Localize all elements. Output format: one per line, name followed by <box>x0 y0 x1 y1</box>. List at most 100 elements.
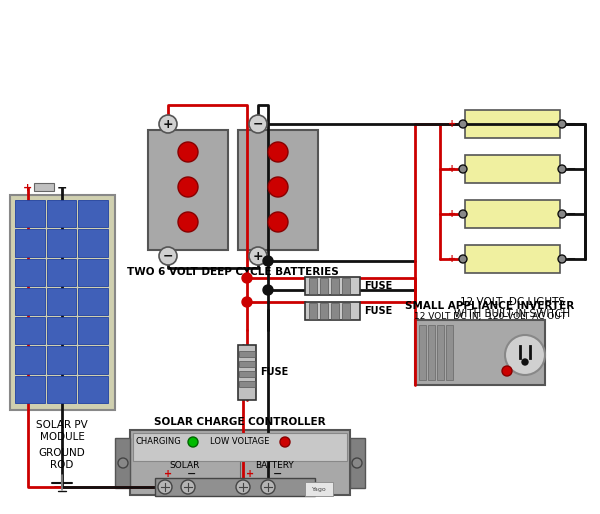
Text: SMALL APPLIANCE INVERTER: SMALL APPLIANCE INVERTER <box>406 301 575 311</box>
FancyBboxPatch shape <box>342 278 350 294</box>
Circle shape <box>242 297 252 307</box>
Circle shape <box>178 212 198 232</box>
Circle shape <box>158 480 172 494</box>
Circle shape <box>268 212 288 232</box>
Circle shape <box>118 458 128 468</box>
FancyBboxPatch shape <box>238 345 256 400</box>
Circle shape <box>558 210 566 218</box>
Text: −: − <box>163 249 173 263</box>
FancyBboxPatch shape <box>15 200 44 227</box>
FancyBboxPatch shape <box>15 259 44 286</box>
FancyBboxPatch shape <box>15 376 44 403</box>
FancyBboxPatch shape <box>47 288 76 315</box>
FancyBboxPatch shape <box>130 430 350 495</box>
Text: −: − <box>568 209 577 219</box>
FancyBboxPatch shape <box>342 303 350 319</box>
Circle shape <box>280 437 290 447</box>
FancyBboxPatch shape <box>155 478 315 496</box>
Circle shape <box>242 273 252 283</box>
Text: SOLAR PV: SOLAR PV <box>36 420 88 430</box>
Text: −: − <box>568 164 577 174</box>
FancyBboxPatch shape <box>239 351 255 357</box>
Circle shape <box>558 120 566 128</box>
Circle shape <box>263 285 273 295</box>
Text: −: − <box>253 118 263 131</box>
Circle shape <box>459 255 467 263</box>
Circle shape <box>249 247 267 265</box>
FancyBboxPatch shape <box>465 245 560 273</box>
Text: +: + <box>253 249 263 263</box>
FancyBboxPatch shape <box>320 278 328 294</box>
FancyBboxPatch shape <box>115 438 130 488</box>
FancyBboxPatch shape <box>305 482 333 496</box>
Text: −: − <box>568 254 577 264</box>
Circle shape <box>459 120 467 128</box>
FancyBboxPatch shape <box>79 229 108 256</box>
Text: −: − <box>568 119 577 129</box>
Text: SOLAR CHARGE CONTROLLER: SOLAR CHARGE CONTROLLER <box>154 417 326 427</box>
FancyBboxPatch shape <box>47 229 76 256</box>
Circle shape <box>188 437 198 447</box>
FancyBboxPatch shape <box>415 320 545 385</box>
Circle shape <box>236 480 250 494</box>
Text: 12 VOLT  DC LIGHTS: 12 VOLT DC LIGHTS <box>460 297 565 307</box>
FancyBboxPatch shape <box>305 302 360 320</box>
Circle shape <box>268 177 288 197</box>
FancyBboxPatch shape <box>465 155 560 183</box>
Text: +: + <box>23 183 32 193</box>
FancyBboxPatch shape <box>15 229 44 256</box>
FancyBboxPatch shape <box>465 110 560 138</box>
FancyBboxPatch shape <box>428 325 435 380</box>
Text: +: + <box>448 254 456 264</box>
FancyBboxPatch shape <box>79 346 108 374</box>
FancyBboxPatch shape <box>309 303 317 319</box>
FancyBboxPatch shape <box>148 130 228 250</box>
Circle shape <box>268 142 288 162</box>
Circle shape <box>459 210 467 218</box>
FancyBboxPatch shape <box>15 317 44 344</box>
Text: −: − <box>57 181 67 194</box>
FancyBboxPatch shape <box>446 325 453 380</box>
Circle shape <box>502 366 512 376</box>
FancyBboxPatch shape <box>437 325 444 380</box>
Text: +: + <box>163 118 173 131</box>
Text: FUSE: FUSE <box>260 367 288 377</box>
Text: 12 VOLT DC IN,  120 VOLT AC OUT: 12 VOLT DC IN, 120 VOLT AC OUT <box>414 311 566 321</box>
Text: WITH BUILT-IN SWITCH: WITH BUILT-IN SWITCH <box>454 309 570 319</box>
Text: FUSE: FUSE <box>364 306 392 316</box>
Circle shape <box>263 256 273 266</box>
FancyBboxPatch shape <box>350 438 365 488</box>
FancyBboxPatch shape <box>331 303 339 319</box>
Text: +: + <box>164 469 172 479</box>
Circle shape <box>459 165 467 173</box>
Text: GROUND: GROUND <box>38 448 85 458</box>
FancyBboxPatch shape <box>238 130 318 250</box>
Circle shape <box>558 165 566 173</box>
Text: SOLAR: SOLAR <box>170 461 200 469</box>
Text: TWO 6 VOLT DEEP CYCLE BATTERIES: TWO 6 VOLT DEEP CYCLE BATTERIES <box>127 267 339 277</box>
FancyBboxPatch shape <box>15 346 44 374</box>
Text: +: + <box>246 469 254 479</box>
FancyBboxPatch shape <box>47 200 76 227</box>
Text: CHARGING: CHARGING <box>135 437 181 447</box>
FancyBboxPatch shape <box>320 303 328 319</box>
Text: +: + <box>448 209 456 219</box>
FancyBboxPatch shape <box>34 183 54 191</box>
Circle shape <box>522 359 528 365</box>
Circle shape <box>261 480 275 494</box>
FancyBboxPatch shape <box>79 200 108 227</box>
Text: LOW VOLTAGE: LOW VOLTAGE <box>211 437 269 447</box>
Text: FUSE: FUSE <box>364 281 392 291</box>
Text: −: − <box>187 469 197 479</box>
Circle shape <box>159 115 177 133</box>
Text: +: + <box>448 119 456 129</box>
Circle shape <box>159 247 177 265</box>
FancyBboxPatch shape <box>331 278 339 294</box>
Circle shape <box>352 458 362 468</box>
Text: Yago: Yago <box>311 486 326 491</box>
FancyBboxPatch shape <box>239 381 255 387</box>
Text: MODULE: MODULE <box>40 432 85 442</box>
FancyBboxPatch shape <box>47 376 76 403</box>
FancyBboxPatch shape <box>419 325 426 380</box>
FancyBboxPatch shape <box>79 376 108 403</box>
